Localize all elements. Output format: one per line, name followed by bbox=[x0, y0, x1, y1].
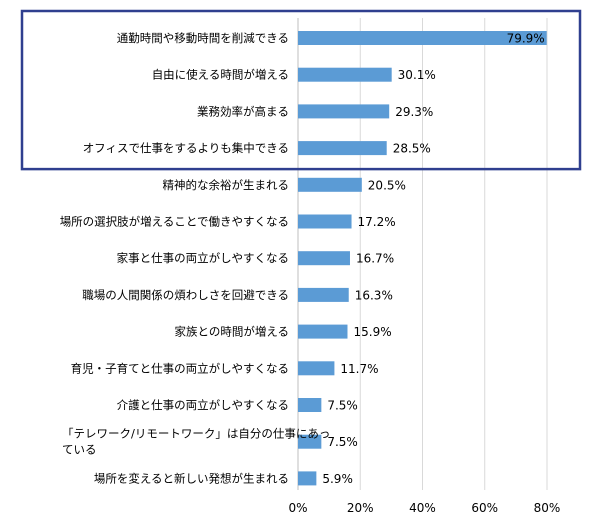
category-label: 家族との時間が増える bbox=[174, 325, 289, 339]
value-labels: 79.9% 30.1% 29.3% 28.5% 20.5% 17.2% 16.7% 16.3%… bbox=[322, 32, 544, 486]
bar bbox=[298, 251, 350, 266]
data-label: 17.2% bbox=[358, 215, 396, 229]
category-label: 「テレワーク/リモートワーク」は自分の仕事にあっている bbox=[62, 427, 330, 457]
bar bbox=[298, 214, 352, 229]
x-tick-label: 80% bbox=[534, 501, 561, 515]
bar bbox=[298, 361, 335, 376]
bar bbox=[298, 471, 317, 486]
data-label: 16.3% bbox=[355, 288, 393, 302]
category-label: 介護と仕事の両立がしやすくなる bbox=[117, 398, 289, 412]
category-label-line: 「テレワーク/リモートワーク」は自分の仕事にあっ bbox=[62, 427, 330, 441]
bar bbox=[298, 434, 322, 449]
highlight-box bbox=[20, 9, 582, 171]
category-label: 場所を変えると新しい発想が生まれる bbox=[94, 471, 289, 485]
bar bbox=[298, 67, 392, 82]
bar bbox=[298, 287, 349, 302]
data-label: 20.5% bbox=[368, 178, 406, 192]
data-label: 7.5% bbox=[327, 435, 358, 449]
data-label: 5.9% bbox=[322, 472, 353, 486]
category-label: オフィスで仕事をするよりも集中できる bbox=[83, 141, 289, 155]
category-label: 通勤時間や移動時間を削減できる bbox=[117, 31, 289, 45]
data-label: 15.9% bbox=[353, 325, 391, 339]
data-label: 11.7% bbox=[340, 362, 378, 376]
bar bbox=[298, 177, 362, 192]
category-label: 精神的な余裕が生まれる bbox=[163, 178, 290, 192]
data-label: 16.7% bbox=[356, 252, 394, 266]
bar bbox=[298, 398, 322, 412]
x-tick-label: 60% bbox=[471, 501, 498, 515]
data-label: 30.1% bbox=[398, 68, 436, 82]
category-label: 育児・子育てと仕事の両立がしやすくなる bbox=[71, 361, 289, 375]
data-label: 29.3% bbox=[395, 105, 433, 119]
x-axis-tick-labels: 0% 20% 40% 60% 80% bbox=[288, 501, 560, 515]
bars bbox=[298, 31, 547, 486]
category-label: 自由に使える時間が増える bbox=[152, 68, 289, 82]
data-label: 79.9% bbox=[507, 32, 545, 46]
bar bbox=[298, 104, 390, 119]
x-tick-label: 0% bbox=[288, 501, 307, 515]
category-label: 職場の人間関係の煩わしさを回避できる bbox=[82, 288, 289, 302]
data-label: 7.5% bbox=[327, 399, 358, 413]
x-tick-label: 40% bbox=[409, 501, 436, 515]
bar bbox=[298, 31, 547, 45]
data-label: 28.5% bbox=[393, 142, 431, 156]
category-labels: 通勤時間や移動時間を削減できる自由に使える時間が増える業務効率が高まるオフィスで… bbox=[60, 31, 331, 485]
category-label: 家事と仕事の両立がしやすくなる bbox=[117, 251, 289, 265]
bar bbox=[298, 141, 387, 156]
category-label-line: ている bbox=[62, 443, 97, 457]
x-tick-label: 20% bbox=[347, 501, 374, 515]
bar bbox=[298, 324, 348, 339]
category-label: 場所の選択肢が増えることで働きやすくなる bbox=[60, 215, 289, 229]
category-label: 業務効率が高まる bbox=[197, 104, 289, 118]
